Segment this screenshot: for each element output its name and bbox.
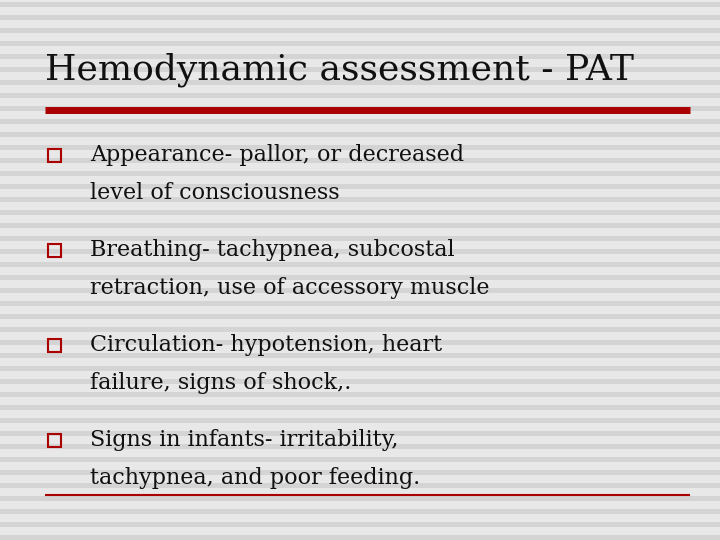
Bar bbox=[0, 2, 720, 7]
Bar bbox=[0, 275, 720, 280]
Bar bbox=[0, 301, 720, 306]
Bar bbox=[0, 496, 720, 501]
Bar bbox=[0, 483, 720, 488]
Text: Hemodynamic assessment - PAT: Hemodynamic assessment - PAT bbox=[45, 53, 634, 87]
Bar bbox=[0, 41, 720, 46]
Bar bbox=[0, 158, 720, 163]
Bar bbox=[0, 353, 720, 358]
Bar bbox=[0, 327, 720, 332]
Bar bbox=[0, 379, 720, 384]
Text: level of consciousness: level of consciousness bbox=[90, 182, 340, 204]
Bar bbox=[0, 80, 720, 85]
Bar bbox=[0, 314, 720, 319]
Bar bbox=[0, 15, 720, 20]
Text: failure, signs of shock,.: failure, signs of shock,. bbox=[90, 372, 351, 394]
Bar bbox=[0, 366, 720, 371]
Bar bbox=[0, 184, 720, 189]
Bar bbox=[0, 210, 720, 215]
Bar bbox=[0, 418, 720, 423]
Text: tachypnea, and poor feeding.: tachypnea, and poor feeding. bbox=[90, 467, 420, 489]
Text: Breathing- tachypnea, subcostal: Breathing- tachypnea, subcostal bbox=[90, 239, 454, 261]
Bar bbox=[0, 405, 720, 410]
Text: Appearance- pallor, or decreased: Appearance- pallor, or decreased bbox=[90, 144, 464, 166]
Bar bbox=[0, 93, 720, 98]
Text: Circulation- hypotension, heart: Circulation- hypotension, heart bbox=[90, 334, 442, 356]
Bar bbox=[0, 236, 720, 241]
Bar bbox=[0, 431, 720, 436]
Bar bbox=[0, 249, 720, 254]
Text: retraction, use of accessory muscle: retraction, use of accessory muscle bbox=[90, 277, 490, 299]
Bar bbox=[0, 28, 720, 33]
Bar bbox=[0, 67, 720, 72]
Bar bbox=[0, 106, 720, 111]
Bar bbox=[0, 535, 720, 540]
Bar bbox=[0, 223, 720, 228]
Bar bbox=[0, 444, 720, 449]
Bar bbox=[0, 262, 720, 267]
Bar bbox=[0, 54, 720, 59]
Bar bbox=[0, 145, 720, 150]
Bar bbox=[0, 197, 720, 202]
Text: Signs in infants- irritability,: Signs in infants- irritability, bbox=[90, 429, 398, 451]
Bar bbox=[0, 522, 720, 527]
Bar bbox=[0, 340, 720, 345]
Bar bbox=[0, 470, 720, 475]
Bar bbox=[0, 132, 720, 137]
Bar bbox=[0, 457, 720, 462]
Bar bbox=[0, 392, 720, 397]
Bar bbox=[0, 171, 720, 176]
Bar bbox=[0, 119, 720, 124]
Bar bbox=[0, 509, 720, 514]
Bar bbox=[0, 288, 720, 293]
